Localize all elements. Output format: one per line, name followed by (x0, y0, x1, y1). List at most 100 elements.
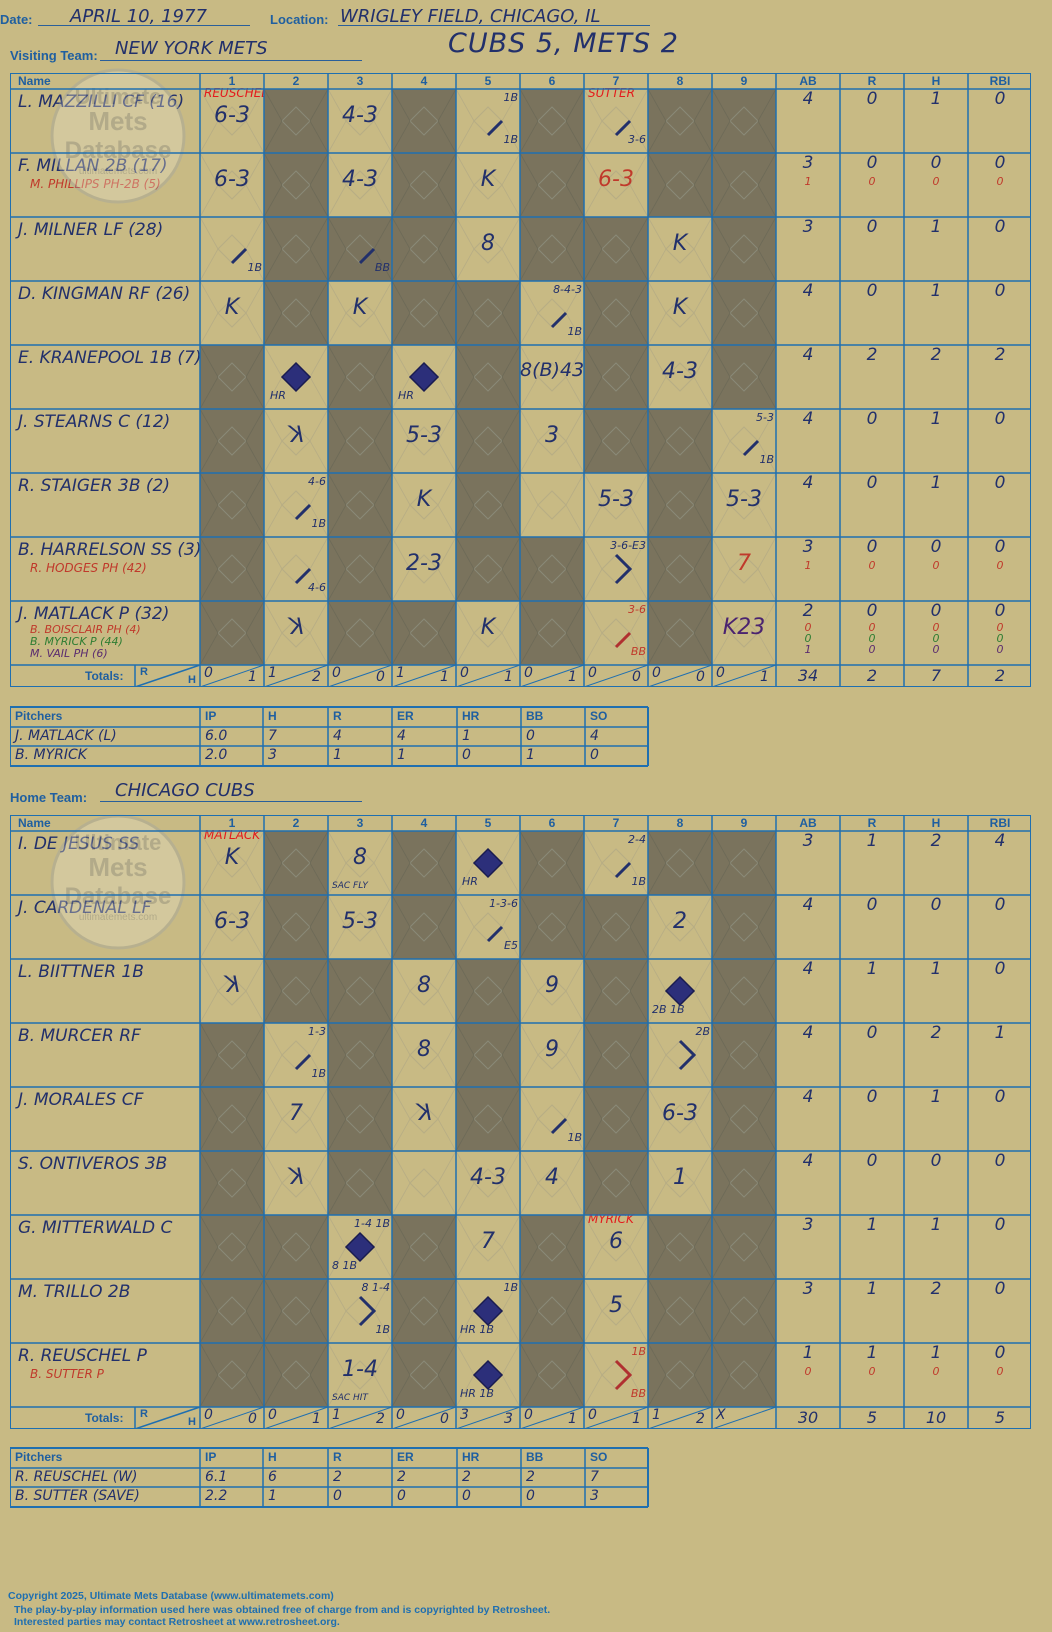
play-cell (520, 1279, 584, 1343)
play-cell (392, 1343, 456, 1407)
play-result: 4 (545, 1165, 559, 1190)
batter-stat: 0 (994, 1343, 1006, 1363)
inning-runs: 0 (204, 665, 213, 681)
column-header-rbi: RBI (989, 74, 1011, 88)
pitcher-stat: 0 (333, 1488, 342, 1504)
base-diamond (520, 1343, 584, 1407)
base-diamond (584, 1023, 648, 1087)
play-cell (712, 895, 776, 959)
play-cell (392, 1215, 456, 1279)
column-header-inning: 5 (484, 816, 492, 830)
base-diamond (712, 473, 776, 537)
play-cell: 1B 1B (456, 89, 520, 153)
batter-stat: 0 (994, 895, 1006, 915)
pitcher-stat: 0 (590, 747, 599, 763)
play-result: 4-3 (470, 1165, 506, 1190)
substitute-stat: 0 (996, 175, 1004, 188)
batter-stat: 3 (802, 153, 814, 173)
base-diamond (456, 1215, 520, 1279)
play-note: E5 (504, 939, 518, 952)
base-diamond (456, 1279, 520, 1343)
play-result: 9 (545, 1037, 559, 1062)
play-note: 1B (375, 1323, 390, 1336)
base-diamond (392, 1215, 456, 1279)
base-diamond (520, 217, 584, 281)
pitcher-name: B. MYRICK (15, 747, 87, 763)
batter-stat: 0 (994, 537, 1006, 557)
play-cell: K (648, 217, 712, 281)
hit-line (614, 631, 632, 649)
play-cell: K (200, 959, 264, 1023)
play-cell (520, 473, 584, 537)
play-cell (200, 1343, 264, 1407)
batter-row: J. CARDENAL LF 6-3 5-3 E5 1-3-6 2 4 0 0 0 (10, 895, 1031, 959)
play-cell (200, 1023, 264, 1087)
base-diamond (584, 217, 648, 281)
play-cell (456, 473, 520, 537)
substitute-stat: 0 (804, 621, 812, 634)
play-cell: 3-6-E3 (584, 537, 648, 601)
play-cell: K (456, 153, 520, 217)
base-diamond (328, 1023, 392, 1087)
play-cell (712, 831, 776, 895)
batter-stat: 0 (866, 153, 878, 173)
play-cell: 1B 1-3 (264, 1023, 328, 1087)
total-r: 2 (866, 666, 878, 685)
location-underline (338, 25, 650, 26)
play-cell: 1B 8-4-3 (520, 281, 584, 345)
base-diamond (712, 537, 776, 601)
inning-hits: 2 (376, 1411, 385, 1427)
base-diamond (264, 959, 328, 1023)
play-result: 7 (737, 551, 751, 576)
batter-stat: 4 (994, 831, 1006, 851)
play-cell: HR (392, 345, 456, 409)
batter-stat: 2 (994, 345, 1006, 365)
base-diamond (520, 281, 584, 345)
substitute-stat: 0 (868, 1365, 876, 1378)
footer-retrosheet-note: The play-by-play information used here w… (14, 1604, 551, 1616)
play-cell (200, 1087, 264, 1151)
pitcher-stat: 2 (462, 1469, 471, 1485)
batter-name: M. TRILLO 2B (18, 1282, 131, 1302)
pitchers-header: H (268, 709, 277, 723)
column-header-inning: 7 (612, 816, 620, 830)
base-diamond (264, 1215, 328, 1279)
pitchers-header: R (333, 1450, 342, 1464)
ultimate-mets-watermark-bottom: Ultimate Mets Database ultimatemets.com (48, 812, 188, 952)
play-note: 1B (631, 875, 646, 888)
play-cell: 6-3 (200, 153, 264, 217)
play-cell: 4-6 (264, 537, 328, 601)
substitute-stat: 0 (996, 621, 1004, 634)
column-header-inning: 3 (356, 816, 364, 830)
batter-row: R. REUSCHEL P B. SUTTER P 1-4 SAC HIT HR 1B B… (10, 1343, 1031, 1407)
play-cell: 5-3 (584, 473, 648, 537)
batter-stat: 1 (930, 409, 942, 429)
base-diamond (200, 473, 264, 537)
base-diamond (264, 831, 328, 895)
pitchers-header: IP (205, 1450, 217, 1464)
home-run-diamond (280, 361, 312, 393)
substitute-name: B. BOISCLAIR PH (4) (30, 623, 141, 636)
batter-stat: 0 (866, 1087, 878, 1107)
batter-stat: 1 (866, 831, 878, 851)
base-diamond (648, 153, 712, 217)
play-cell: K (200, 281, 264, 345)
play-cell: 8 1B 1-4 1B (328, 1215, 392, 1279)
inning-hits: 1 (632, 1411, 641, 1427)
play-note: 1B (759, 453, 774, 466)
base-diamond (328, 89, 392, 153)
batter-stat: 0 (930, 153, 942, 173)
batter-stat: 2 (930, 831, 942, 851)
inning-hits: 0 (440, 1411, 449, 1427)
base-diamond (520, 601, 584, 665)
play-cell (328, 1023, 392, 1087)
play-cell: K (264, 1151, 328, 1215)
substitute-stat: 0 (868, 175, 876, 188)
batter-stat: 1 (930, 1343, 942, 1363)
batter-stat: 2 (930, 1279, 942, 1299)
play-cell (200, 601, 264, 665)
base-diamond (264, 601, 328, 665)
play-note: 3-6 (628, 133, 646, 146)
base-diamond (200, 1343, 264, 1407)
batter-name: G. MITTERWALD C (18, 1218, 173, 1238)
